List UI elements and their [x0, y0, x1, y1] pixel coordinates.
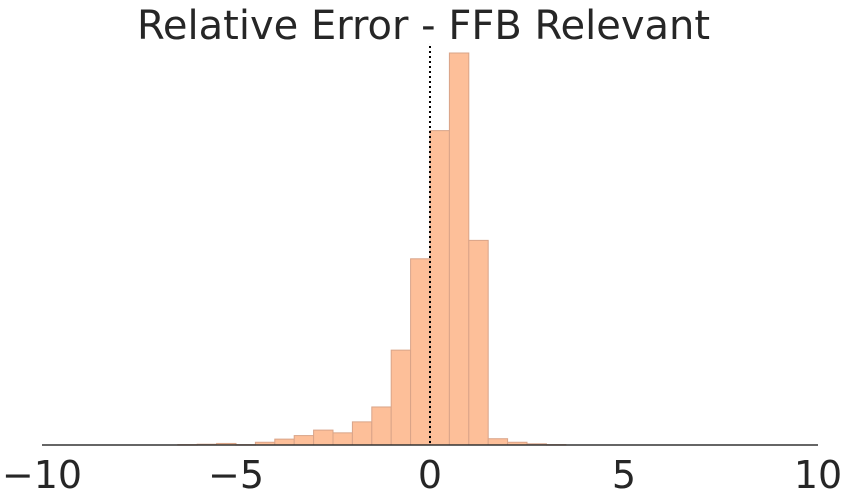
- x-tick-label: 5: [612, 453, 636, 497]
- x-tick-label: 0: [418, 453, 442, 497]
- histogram-bar: [410, 258, 431, 446]
- x-tick-label: 10: [794, 453, 842, 497]
- x-tick-label: −5: [208, 453, 264, 497]
- x-tick-label: −10: [2, 453, 82, 497]
- histogram-bar: [332, 432, 353, 446]
- histogram-bar: [313, 429, 334, 446]
- histogram-bar: [487, 438, 509, 446]
- histogram-bar: [390, 349, 412, 446]
- histogram-bar: [371, 406, 392, 446]
- chart-title: Relative Error - FFB Relevant: [136, 3, 711, 49]
- histogram-bar: [293, 435, 315, 446]
- histogram-bar: [351, 421, 373, 446]
- histogram-bar: [429, 130, 450, 446]
- histogram-bar: [468, 239, 489, 446]
- histogram-bar: [448, 52, 470, 446]
- histogram-bar: [274, 438, 295, 446]
